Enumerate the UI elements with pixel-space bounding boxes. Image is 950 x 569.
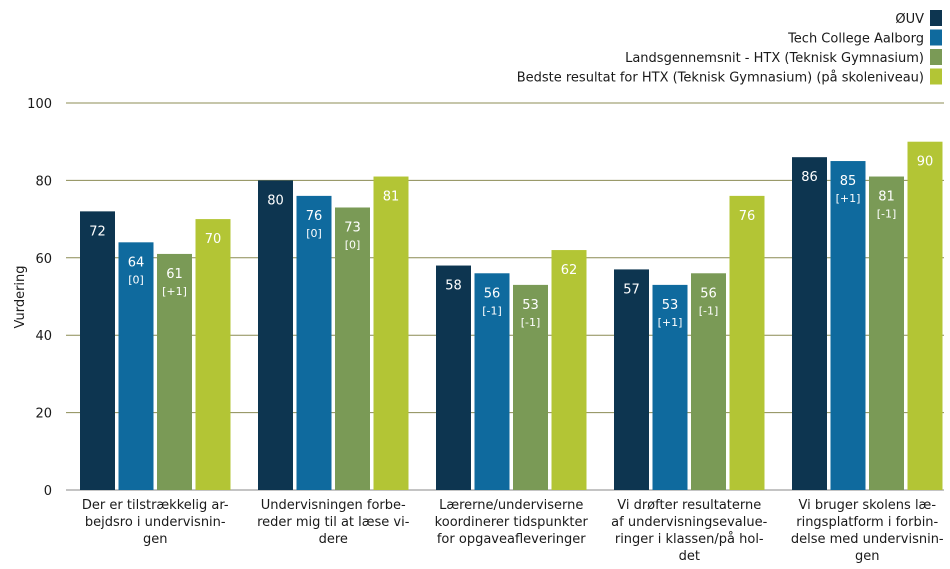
bar-value-label: 62 [561, 263, 578, 278]
y-tick-label: 60 [35, 252, 52, 267]
bar-change-label: [0] [128, 273, 144, 286]
category-label: ringer i klassen/på hol- [615, 532, 764, 547]
bar-value-label: 57 [623, 282, 640, 297]
bar-value-label: 76 [306, 209, 323, 224]
bar-change-label: [0] [306, 227, 322, 240]
bar-value-label: 72 [89, 224, 106, 239]
bar-value-label: 80 [267, 193, 284, 208]
bar-value-label: 76 [739, 209, 756, 224]
bar-change-label: [-1] [482, 304, 502, 317]
bar-value-label: 81 [383, 190, 400, 205]
legend-label: ØUV [895, 12, 924, 27]
bar [830, 161, 866, 491]
y-axis-title: Vurdering [13, 265, 28, 328]
bar [118, 242, 154, 490]
bar-value-label: 53 [662, 298, 679, 313]
legend: ØUV Tech College Aalborg Landsgennemsnit -… [517, 10, 942, 86]
category-label: Undervisningen forbe- [261, 498, 406, 513]
legend-swatch [930, 10, 942, 26]
bars: 72 80 58 57 86 64 [0] 76 [0] 56 [-1] 53 [+1] 85 [+1] 61… [80, 141, 943, 491]
category-label: koordinerer tidspunkter [435, 515, 589, 530]
bar [195, 219, 231, 490]
legend-label: Landsgennemsnit - HTX (Teknisk Gymnasium… [625, 51, 924, 66]
bar-value-label: 56 [700, 286, 717, 301]
bar-value-label: 73 [344, 220, 361, 235]
bar-value-label: 56 [484, 286, 501, 301]
bar [792, 157, 827, 490]
y-tick-label: 80 [35, 174, 52, 189]
bar-change-label: [0] [345, 238, 361, 251]
category-label: Vi bruger skolens læ- [798, 498, 936, 513]
bar-value-label: 64 [128, 255, 145, 270]
y-tick-label: 0 [44, 484, 52, 499]
legend-swatch [930, 49, 942, 65]
bar [652, 284, 688, 490]
bar [513, 284, 548, 490]
category-label: Vi drøfter resultaterne [617, 498, 761, 513]
category-label: bejdsro i undervisnin- [85, 515, 226, 530]
bar [335, 207, 370, 491]
bar [436, 265, 471, 490]
bar-value-label: 90 [917, 155, 934, 170]
bar-value-label: 58 [445, 279, 462, 294]
bar-value-label: 85 [840, 174, 857, 189]
bar-value-label: 70 [205, 232, 222, 247]
bar [869, 176, 904, 490]
y-tick-label: 20 [35, 407, 52, 422]
bar [614, 269, 649, 490]
bar [258, 180, 293, 490]
bar [691, 273, 726, 490]
legend-label: Bedste resultat for HTX (Teknisk Gymnasi… [517, 71, 924, 86]
category-label: gen [855, 549, 880, 564]
category-labels: Der er tilstrækkelig ar-bejdsro i underv… [82, 498, 944, 564]
bar [80, 211, 115, 491]
legend-swatch [930, 68, 942, 85]
bar-change-label: [+1] [658, 316, 683, 329]
bar-change-label: [-1] [877, 208, 897, 221]
bar-change-label: [+1] [162, 285, 187, 298]
category-label: af undervisningsevalue- [611, 515, 767, 530]
bar [474, 273, 510, 490]
bar-value-label: 81 [878, 190, 895, 205]
bar [373, 176, 409, 490]
category-label: ringsplatform i forbin- [796, 515, 938, 530]
category-label: det [679, 549, 700, 564]
category-label: delse med undervisnin- [791, 532, 944, 547]
bar-value-label: 86 [801, 170, 818, 185]
bar-change-label: [-1] [521, 316, 541, 329]
y-tick-label: 100 [27, 97, 52, 112]
bar-change-label: [-1] [699, 304, 719, 317]
bar-value-label: 53 [522, 298, 539, 313]
category-label: for opgaveafleveringer [437, 532, 586, 547]
category-label: dere [319, 532, 348, 547]
bar [296, 195, 332, 490]
legend-swatch [930, 29, 942, 46]
category-label: Lærerne/underviserne [439, 498, 583, 513]
y-axis-ticks: 0 20 40 60 80 100 [27, 97, 52, 499]
bar [551, 250, 587, 490]
y-tick-label: 40 [35, 329, 52, 344]
bar [157, 253, 192, 490]
category-label: Der er tilstrækkelig ar- [82, 498, 229, 513]
category-label: gen [143, 532, 168, 547]
bar-value-label: 61 [166, 267, 183, 282]
bar [907, 141, 943, 490]
bar-change-label: [+1] [836, 192, 861, 205]
bar [729, 195, 765, 490]
category-label: reder mig til at læse vi- [257, 515, 410, 530]
legend-label: Tech College Aalborg [787, 32, 924, 47]
